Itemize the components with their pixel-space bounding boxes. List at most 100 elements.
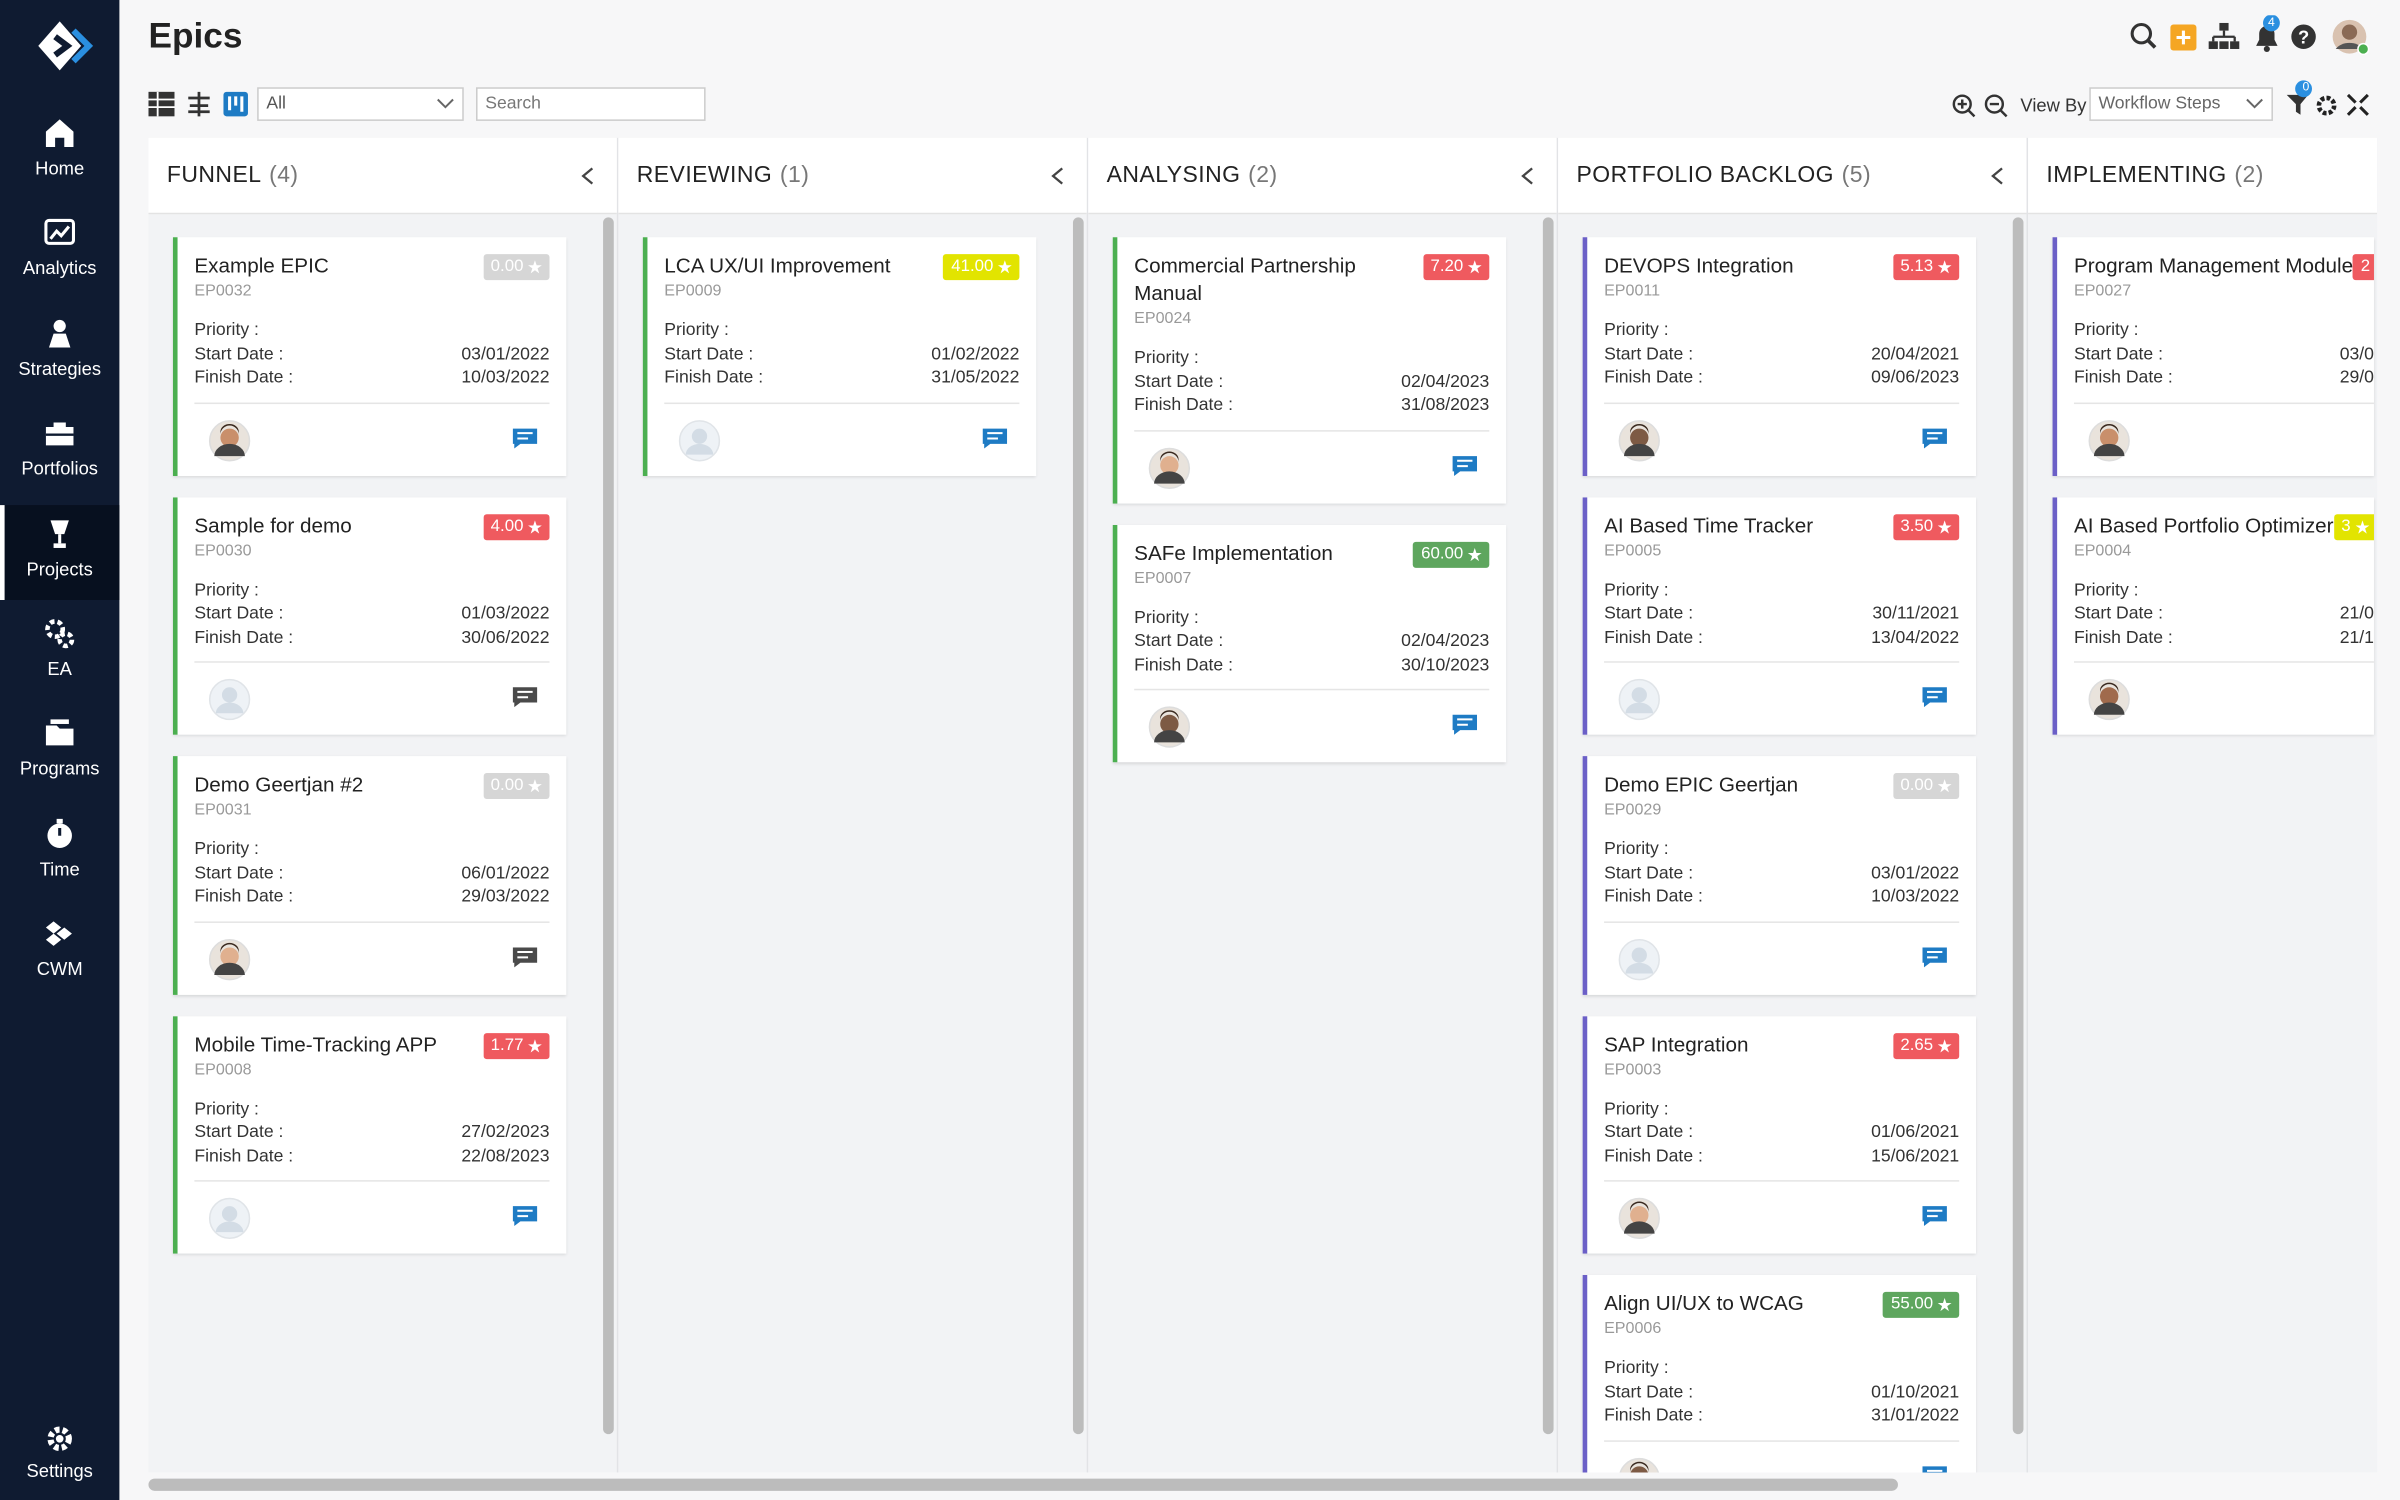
svg-text:?: ?: [2298, 27, 2309, 48]
card-list: DEVOPS Integration 5.13 EP0011 Priority : St…: [1582, 237, 1977, 1473]
vertical-scrollbar[interactable]: [1072, 217, 1084, 1435]
priority-row: Priority :: [194, 1098, 549, 1122]
epic-card[interactable]: Program Management Module 2 EP0027 Priority…: [2052, 237, 2374, 476]
card-top: SAFe Implementation 60.00: [1134, 540, 1490, 568]
nav-label: CWM: [36, 958, 83, 980]
priority-row: Priority :: [2074, 320, 2374, 344]
card-id: EP0024: [1134, 309, 1192, 328]
comment-icon[interactable]: [1922, 945, 1947, 976]
nav-item[interactable]: Home: [0, 104, 119, 199]
comment-icon[interactable]: [1452, 713, 1478, 744]
nav-item[interactable]: Programs: [0, 705, 119, 800]
vertical-scrollbar[interactable]: [1542, 217, 1554, 1435]
comment-icon[interactable]: [982, 426, 1008, 457]
priority-row: Priority :: [1604, 1358, 1959, 1382]
comment-icon[interactable]: [1922, 426, 1947, 457]
nav-label: Strategies: [18, 357, 102, 380]
board-actions[interactable]: [2284, 80, 2376, 120]
finish-label: Finish Date :: [194, 628, 294, 647]
logo[interactable]: [0, 0, 119, 92]
avatar: [1618, 937, 1661, 988]
finish-date: 29/0: [2339, 368, 2374, 388]
vertical-scrollbar[interactable]: [603, 217, 614, 1435]
nav-label: Programs: [19, 758, 100, 780]
nav-item[interactable]: Settings: [0, 1423, 119, 1500]
vertical-scrollbar[interactable]: [2012, 217, 2024, 1435]
avatar: [2088, 678, 2131, 729]
score: 0.00: [490, 257, 524, 276]
card-id: EP0009: [664, 281, 722, 300]
finish-row: Finish Date : 29/03/2022: [194, 886, 549, 910]
start-label: Start Date :: [664, 345, 754, 364]
finish-row: Finish Date : 13/04/2022: [1604, 627, 1959, 651]
nav-item[interactable]: Portfolios: [0, 404, 119, 499]
nav-item[interactable]: Strategies: [0, 304, 119, 399]
card-id: EP0027: [2073, 281, 2132, 300]
column-header: FUNNEL (4): [148, 137, 617, 215]
epic-card[interactable]: LCA UX/UI Improvement 41.00 EP0009 Priority…: [642, 237, 1037, 476]
finish-date: 15/06/2021: [1871, 1147, 1960, 1166]
epic-card[interactable]: SAFe Implementation 60.00 EP0007 Priority :…: [1112, 524, 1507, 763]
finish-label: Finish Date :: [1604, 1147, 1703, 1166]
top-icons[interactable]: ?: [2128, 15, 2373, 61]
score: 1.77: [490, 1035, 524, 1054]
epic-card[interactable]: Align UI/UX to WCAG 55.00 EP0006 Priority :…: [1582, 1274, 1977, 1473]
priority-label: Priority :: [194, 840, 259, 859]
comment-icon[interactable]: [512, 686, 538, 717]
nav-item[interactable]: CWM: [0, 905, 119, 1000]
card-title: AI Based Time Tracker: [1604, 513, 1814, 537]
view-switch[interactable]: [148, 90, 255, 121]
card-top: DEVOPS Integration 5.13: [1604, 253, 1960, 281]
start-row: Start Date : 21/0: [2074, 603, 2374, 627]
start-date: 30/11/2021: [1872, 604, 1960, 623]
finish-date: 09/06/2023: [1871, 368, 1960, 388]
column-name: PORTFOLIO BACKLOG: [1576, 162, 1834, 189]
epic-card[interactable]: SAP Integration 2.65 EP0003 Priority : Start…: [1582, 1015, 1977, 1254]
epic-card[interactable]: Commercial Partnership Manual 7.20 EP0024 P…: [1112, 237, 1507, 503]
start-label: Start Date :: [1604, 345, 1694, 364]
score-badge: 7.20: [1422, 254, 1490, 281]
nav-item[interactable]: EA: [0, 605, 119, 700]
comment-icon[interactable]: [512, 945, 538, 976]
finish-label: Finish Date :: [1604, 628, 1703, 647]
comment-icon[interactable]: [1922, 686, 1947, 717]
score-badge: 41.00: [943, 254, 1020, 281]
epic-card[interactable]: AI Based Time Tracker 3.50 EP0005 Priority …: [1582, 496, 1977, 735]
comment-icon[interactable]: [512, 426, 538, 457]
epic-card[interactable]: Sample for demo 4.00 EP0030 Priority : Start…: [172, 496, 567, 735]
card-footer: [1604, 1439, 1960, 1473]
epic-card[interactable]: Demo EPIC Geertjan 0.00 EP0029 Priority : St…: [1582, 756, 1977, 995]
nav-label: Projects: [26, 558, 93, 580]
comment-icon[interactable]: [512, 1205, 538, 1236]
sidebar: Home Analytics Strategies Portfolios Project…: [0, 0, 120, 1500]
view-by-select[interactable]: Workflow Steps: [2089, 87, 2273, 121]
finish-label: Finish Date :: [1134, 396, 1234, 415]
score-badge: 55.00: [1883, 1291, 1960, 1318]
start-date: 01/06/2021: [1871, 1123, 1960, 1142]
nav-item[interactable]: Projects: [0, 504, 120, 600]
column-name: REVIEWING: [636, 162, 773, 189]
comment-icon[interactable]: [1922, 1464, 1947, 1473]
card-top: LCA UX/UI Improvement 41.00: [664, 253, 1020, 281]
column: IMPLEMENTING (2) Program Management Module…: [2028, 137, 2378, 1473]
search-input[interactable]: Search: [476, 87, 706, 121]
filter-select[interactable]: All: [257, 87, 464, 121]
epic-card[interactable]: AI Based Portfolio Optimizer 3 EP0004 Prior…: [2052, 496, 2374, 735]
score-badge: 3.50: [1892, 513, 1960, 540]
epic-card[interactable]: Mobile Time-Tracking APP 1.77 EP0008 Priori…: [172, 1015, 567, 1254]
comment-icon[interactable]: [1452, 454, 1478, 485]
card-id: EP0030: [194, 541, 252, 560]
epic-card[interactable]: Example EPIC 0.00 EP0032 Priority : Start Da…: [172, 237, 567, 476]
nav-item[interactable]: Time: [0, 805, 119, 900]
finish-row: Finish Date : 31/05/2022: [664, 367, 1019, 391]
zoom-controls[interactable]: [1950, 92, 2014, 120]
column: PORTFOLIO BACKLOG (5) DEVOPS Integration 5.…: [1558, 137, 2029, 1473]
epic-card[interactable]: Demo Geertjan #2 0.00 EP0031 Priority : Star…: [172, 756, 567, 995]
comment-icon[interactable]: [1922, 1205, 1947, 1236]
avatar: [1618, 1456, 1661, 1473]
finish-date: 29/03/2022: [461, 887, 550, 907]
horizontal-scrollbar[interactable]: [148, 1478, 1898, 1491]
epic-card[interactable]: DEVOPS Integration 5.13 EP0011 Priority : St…: [1582, 237, 1977, 476]
nav-item[interactable]: Analytics: [0, 204, 119, 299]
start-row: Start Date : 02/04/2023: [1134, 631, 1489, 655]
